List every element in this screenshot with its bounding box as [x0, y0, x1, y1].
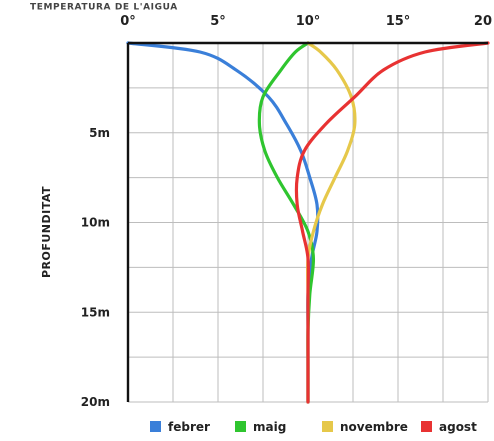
y-axis-label: PROFUNDITAT — [40, 186, 53, 278]
series-layer — [126, 41, 490, 404]
y-tick-label: 5m — [89, 126, 110, 140]
legend-swatch-agost — [421, 421, 432, 432]
x-tick-label: 10° — [296, 14, 321, 29]
y-tick-labels: 5m 10m 15m 20m — [81, 126, 110, 409]
legend-swatch-febrer — [150, 421, 161, 432]
x-tick-label: 5° — [210, 14, 226, 29]
legend-label-febrer: febrer — [168, 420, 210, 434]
x-tick-label: 0° — [120, 14, 136, 29]
legend-label-maig: maig — [253, 420, 286, 434]
legend: febrer maig novembre agost — [150, 420, 477, 434]
x-tick-label: 15° — [386, 14, 411, 29]
y-tick-label: 10m — [81, 216, 110, 230]
legend-swatch-novembre — [322, 421, 333, 432]
chart-title: TEMPERATURA DE L'AIGUA — [30, 3, 178, 13]
series-line-agost — [294, 41, 490, 404]
legend-label-agost: agost — [439, 420, 477, 434]
y-tick-label: 20m — [81, 395, 110, 409]
y-tick-label: 15m — [81, 305, 110, 319]
x-tick-labels: 0° 5° 10° 15° 20 — [120, 14, 492, 29]
legend-label-novembre: novembre — [340, 420, 408, 434]
legend-swatch-maig — [235, 421, 246, 432]
x-tick-label: 20 — [474, 14, 492, 29]
